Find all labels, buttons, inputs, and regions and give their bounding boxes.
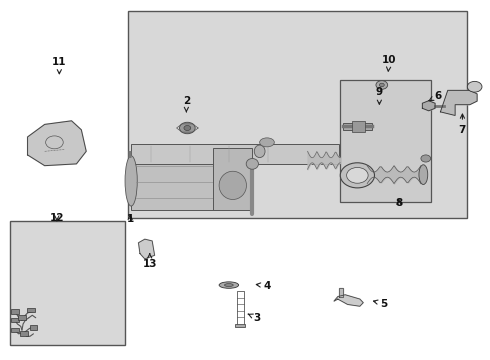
FancyBboxPatch shape bbox=[131, 144, 339, 164]
FancyBboxPatch shape bbox=[11, 328, 19, 332]
Circle shape bbox=[379, 83, 384, 87]
Text: 7: 7 bbox=[459, 114, 466, 135]
Ellipse shape bbox=[419, 165, 428, 184]
Ellipse shape bbox=[246, 158, 258, 169]
Ellipse shape bbox=[260, 138, 274, 147]
FancyBboxPatch shape bbox=[18, 315, 26, 320]
Ellipse shape bbox=[125, 156, 137, 206]
Text: 2: 2 bbox=[183, 96, 190, 112]
FancyBboxPatch shape bbox=[21, 331, 28, 336]
Circle shape bbox=[184, 126, 191, 131]
Text: 13: 13 bbox=[143, 253, 157, 269]
Text: 11: 11 bbox=[52, 57, 67, 74]
Polygon shape bbox=[27, 121, 86, 166]
FancyBboxPatch shape bbox=[352, 121, 365, 132]
FancyBboxPatch shape bbox=[213, 148, 252, 211]
Text: 1: 1 bbox=[126, 215, 134, 224]
Polygon shape bbox=[334, 295, 363, 306]
Polygon shape bbox=[441, 90, 477, 116]
FancyBboxPatch shape bbox=[27, 308, 35, 312]
Text: 4: 4 bbox=[256, 281, 270, 291]
FancyBboxPatch shape bbox=[11, 318, 19, 322]
FancyBboxPatch shape bbox=[11, 309, 19, 314]
Text: 12: 12 bbox=[49, 213, 64, 222]
Polygon shape bbox=[422, 101, 435, 111]
Circle shape bbox=[467, 81, 482, 92]
Ellipse shape bbox=[219, 282, 239, 288]
Text: 3: 3 bbox=[248, 313, 261, 323]
Ellipse shape bbox=[219, 171, 246, 199]
Polygon shape bbox=[339, 288, 343, 297]
Text: 10: 10 bbox=[382, 55, 396, 71]
FancyBboxPatch shape bbox=[343, 123, 372, 130]
FancyBboxPatch shape bbox=[128, 12, 467, 218]
FancyBboxPatch shape bbox=[235, 324, 245, 327]
FancyBboxPatch shape bbox=[131, 151, 219, 211]
Text: 6: 6 bbox=[429, 91, 441, 101]
Text: 5: 5 bbox=[373, 299, 388, 309]
FancyBboxPatch shape bbox=[29, 325, 37, 330]
Circle shape bbox=[421, 155, 431, 162]
FancyBboxPatch shape bbox=[10, 221, 125, 345]
Circle shape bbox=[346, 167, 368, 183]
Ellipse shape bbox=[254, 145, 265, 158]
Circle shape bbox=[340, 163, 374, 188]
Text: 8: 8 bbox=[395, 198, 403, 208]
Polygon shape bbox=[139, 239, 155, 259]
FancyBboxPatch shape bbox=[340, 80, 431, 202]
Text: 9: 9 bbox=[376, 87, 383, 104]
Circle shape bbox=[376, 81, 388, 89]
Circle shape bbox=[179, 122, 195, 134]
Ellipse shape bbox=[224, 284, 233, 287]
